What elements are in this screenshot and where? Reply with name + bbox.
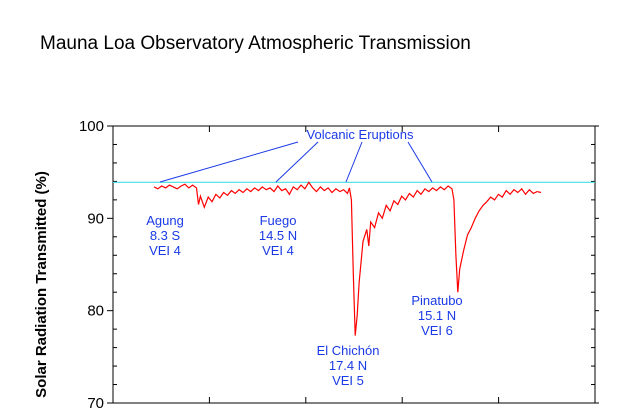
eruption-latitude: 15.1 N	[418, 308, 456, 323]
eruption-name: Agung	[146, 213, 184, 228]
axes: 70 80 90 100 Solar Radiation Transmitted (%)	[33, 118, 599, 412]
eruption-latitude: 14.5 N	[259, 228, 297, 243]
eruption-name: El Chichón	[317, 343, 380, 358]
annotation-header: Volcanic Eruptions	[307, 127, 414, 142]
eruption-latitude: 8.3 S	[150, 228, 181, 243]
eruption-vei: VEI 6	[421, 323, 453, 338]
chart-title: Mauna Loa Observatory Atmospheric Transm…	[40, 33, 471, 54]
annotation-arrow	[407, 141, 433, 183]
y-tick-label: 100	[79, 118, 104, 135]
annotation-arrow	[159, 141, 299, 183]
eruption-latitude: 17.4 N	[329, 358, 367, 373]
eruption-vei: VEI 4	[149, 243, 181, 258]
annotation-arrow	[275, 141, 319, 183]
eruption-vei: VEI 4	[262, 243, 294, 258]
eruption-name: Fuego	[260, 213, 297, 228]
plot-frame	[112, 125, 596, 404]
y-tick-label: 70	[87, 395, 104, 412]
y-tick-label: 90	[87, 210, 104, 227]
eruption-vei: VEI 5	[332, 373, 364, 388]
eruption-name: Pinatubo	[411, 293, 462, 308]
series-line	[153, 181, 542, 336]
y-axis-label: Solar Radiation Transmitted (%)	[33, 171, 50, 398]
y-tick-label: 80	[87, 303, 104, 320]
series-layer	[153, 181, 542, 336]
annotation-arrow	[345, 141, 363, 183]
